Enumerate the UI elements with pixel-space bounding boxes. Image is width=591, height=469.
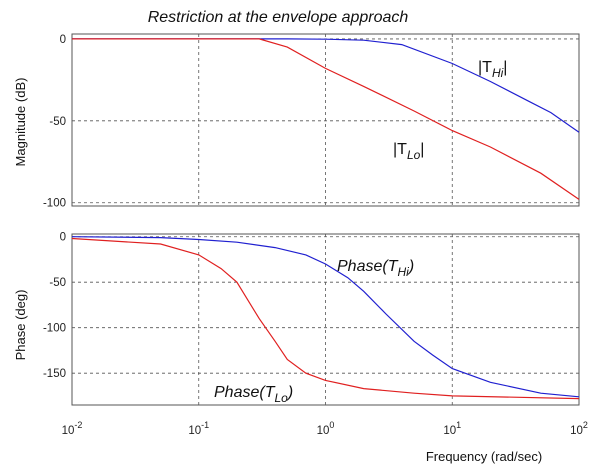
- y-tick-label: -100: [43, 198, 66, 210]
- series-line: [71, 237, 580, 400]
- y-tick-label: -50: [49, 116, 66, 128]
- x-tick-label: 102: [570, 420, 588, 437]
- series-label: |THi|: [478, 59, 507, 80]
- series-line: [71, 236, 580, 398]
- series-label: Phase(TLo): [214, 384, 293, 405]
- phase-ylabel: Phase (deg): [13, 290, 28, 361]
- phase-axes: 0 -50 -100 -150 Phase(THi) Phase(TLo) 10-2 10-1…: [43, 232, 588, 437]
- x-tick-label: 101: [443, 420, 461, 437]
- chart-title: Restriction at the envelope approach: [148, 9, 409, 26]
- x-tick-label: 10-2: [62, 420, 83, 437]
- series-line: [72, 38, 580, 200]
- x-tick-label: 10-1: [188, 420, 209, 437]
- magnitude-axes: 0 -50 -100 |THi| |TLo|: [43, 33, 580, 210]
- axes-frame: [71, 233, 580, 406]
- axes-frame: [71, 33, 580, 207]
- y-tick-label: 0: [60, 232, 66, 244]
- series-label: Phase(THi): [337, 258, 414, 279]
- x-tick-label: 100: [317, 420, 335, 437]
- magnitude-ylabel: Magnitude (dB): [13, 78, 28, 167]
- frequency-xlabel: Frequency (rad/sec): [426, 449, 542, 464]
- y-tick-label: -100: [43, 323, 66, 335]
- y-tick-label: 0: [60, 34, 66, 46]
- y-tick-label: -150: [43, 368, 66, 380]
- y-tick-label: -50: [49, 277, 66, 289]
- series-label: |TLo|: [393, 141, 424, 162]
